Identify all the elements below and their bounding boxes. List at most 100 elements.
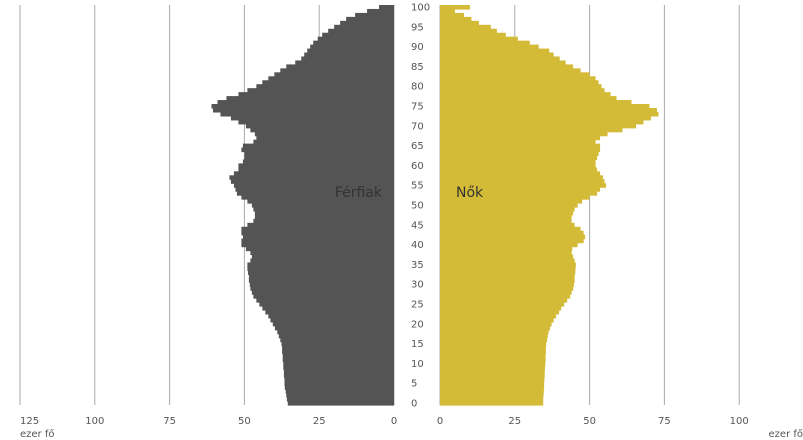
male-bar-age-62 xyxy=(244,155,394,161)
unit-label-right: ezer fő xyxy=(769,428,803,440)
female-bar-age-26 xyxy=(440,298,568,303)
male-bar-age-97 xyxy=(346,16,394,22)
male-bar-age-49 xyxy=(253,206,394,212)
male-bar-age-60 xyxy=(238,163,394,168)
age-tick-label-65: 65 xyxy=(411,141,424,152)
female-bar-age-45 xyxy=(440,222,575,228)
age-tick-label-40: 40 xyxy=(411,240,424,251)
male-bar-age-12 xyxy=(282,353,394,359)
female-bar-age-30 xyxy=(440,282,575,287)
male-bar-age-43 xyxy=(241,230,394,236)
male-bar-age-1 xyxy=(286,397,394,402)
age-tick-label-60: 60 xyxy=(411,161,424,172)
female-bar-age-29 xyxy=(440,286,574,291)
male-bar-age-11 xyxy=(282,357,394,363)
female-bar-age-75 xyxy=(440,104,650,109)
male-bar-age-54 xyxy=(235,187,394,192)
male-bar-age-5 xyxy=(284,381,394,386)
x-tick-label-left-100: 100 xyxy=(85,416,104,427)
age-tick-label-50: 50 xyxy=(411,201,424,212)
female-bar-age-83 xyxy=(440,72,590,77)
male-bar-age-19 xyxy=(274,325,394,331)
female-bar-age-6 xyxy=(440,377,545,382)
male-bar-age-35 xyxy=(247,262,394,267)
male-bar-age-73 xyxy=(220,111,394,117)
male-bar-age-78 xyxy=(238,92,394,97)
female-bar-age-16 xyxy=(440,337,548,343)
female-bar-age-95 xyxy=(440,24,491,30)
male-bar-age-4 xyxy=(284,385,394,390)
female-bar-age-36 xyxy=(440,258,575,264)
male-bar-age-31 xyxy=(248,278,394,283)
male-bar-age-9 xyxy=(283,365,394,370)
female-bar-age-12 xyxy=(440,353,546,359)
male-bar-age-65 xyxy=(242,143,394,149)
female-bar-age-62 xyxy=(440,155,598,161)
female-bar-age-77 xyxy=(440,96,617,101)
male-bar-age-6 xyxy=(284,377,394,382)
age-tick-label-20: 20 xyxy=(411,319,424,330)
x-tick-label-left-125: 125 xyxy=(20,416,39,427)
female-bar-age-51 xyxy=(440,199,583,204)
female-bar-age-91 xyxy=(440,40,530,46)
age-tick-label-45: 45 xyxy=(411,220,424,231)
female-bar-age-90 xyxy=(440,44,539,50)
male-bar-age-18 xyxy=(277,329,394,335)
male-bar-age-51 xyxy=(247,199,394,204)
male-bar-age-37 xyxy=(251,254,394,260)
female-bar-age-2 xyxy=(440,393,544,398)
female-bar-age-4 xyxy=(440,385,545,390)
female-bar-age-3 xyxy=(440,389,544,394)
male-bar-age-74 xyxy=(212,107,394,113)
male-bar-age-72 xyxy=(230,115,394,121)
female-bar-age-48 xyxy=(440,210,574,216)
female-bar-age-88 xyxy=(440,52,554,58)
male-bar-age-33 xyxy=(247,270,394,275)
male-bar-age-86 xyxy=(295,60,394,66)
male-bar-age-50 xyxy=(251,203,394,208)
male-bar-age-42 xyxy=(242,234,394,240)
female-bar-age-97 xyxy=(440,16,472,22)
male-bar-age-39 xyxy=(245,246,394,252)
female-bar-age-72 xyxy=(440,115,651,121)
male-bar-age-36 xyxy=(250,258,394,264)
male-bar-age-84 xyxy=(280,68,394,73)
age-tick-label-80: 80 xyxy=(411,82,424,93)
series-label-female: Nők xyxy=(456,185,484,201)
x-axis-right: 0255075100125 xyxy=(437,416,749,427)
male-bar-age-77 xyxy=(226,96,394,101)
male-bar-age-64 xyxy=(241,147,394,153)
male-bar-age-69 xyxy=(250,127,394,133)
female-bar-age-27 xyxy=(440,294,571,299)
female-bar-age-38 xyxy=(440,250,572,256)
female-bar-age-15 xyxy=(440,341,547,347)
female-bar-age-10 xyxy=(440,361,546,366)
male-bar-age-41 xyxy=(241,238,394,244)
male-bar-age-34 xyxy=(247,266,394,271)
male-bar-age-68 xyxy=(254,131,394,137)
female-bar-age-55 xyxy=(440,183,607,188)
x-tick-label-right-100: 100 xyxy=(730,416,749,427)
x-tick-label-left-50: 50 xyxy=(238,416,251,427)
female-bar-age-84 xyxy=(440,68,581,73)
age-tick-label-95: 95 xyxy=(411,22,424,33)
male-bar-age-7 xyxy=(283,373,394,378)
female-bar-age-87 xyxy=(440,56,560,62)
male-bar-age-44 xyxy=(241,226,394,232)
female-bar-age-43 xyxy=(440,230,584,236)
female-bar-age-76 xyxy=(440,100,632,105)
male-bar-age-38 xyxy=(250,250,394,256)
female-bar-age-78 xyxy=(440,92,611,97)
female-bar-age-92 xyxy=(440,36,518,42)
male-bar-age-29 xyxy=(250,286,394,291)
female-bar-age-58 xyxy=(440,171,601,176)
female-bar-age-98 xyxy=(440,12,464,18)
female-bar-age-50 xyxy=(440,203,578,208)
age-tick-label-10: 10 xyxy=(411,359,424,370)
male-bar-age-59 xyxy=(238,167,394,172)
male-bar-age-45 xyxy=(247,222,394,228)
male-bar-age-99 xyxy=(367,8,394,14)
male-bar-age-70 xyxy=(245,123,394,129)
male-bar-age-0 xyxy=(287,401,394,406)
